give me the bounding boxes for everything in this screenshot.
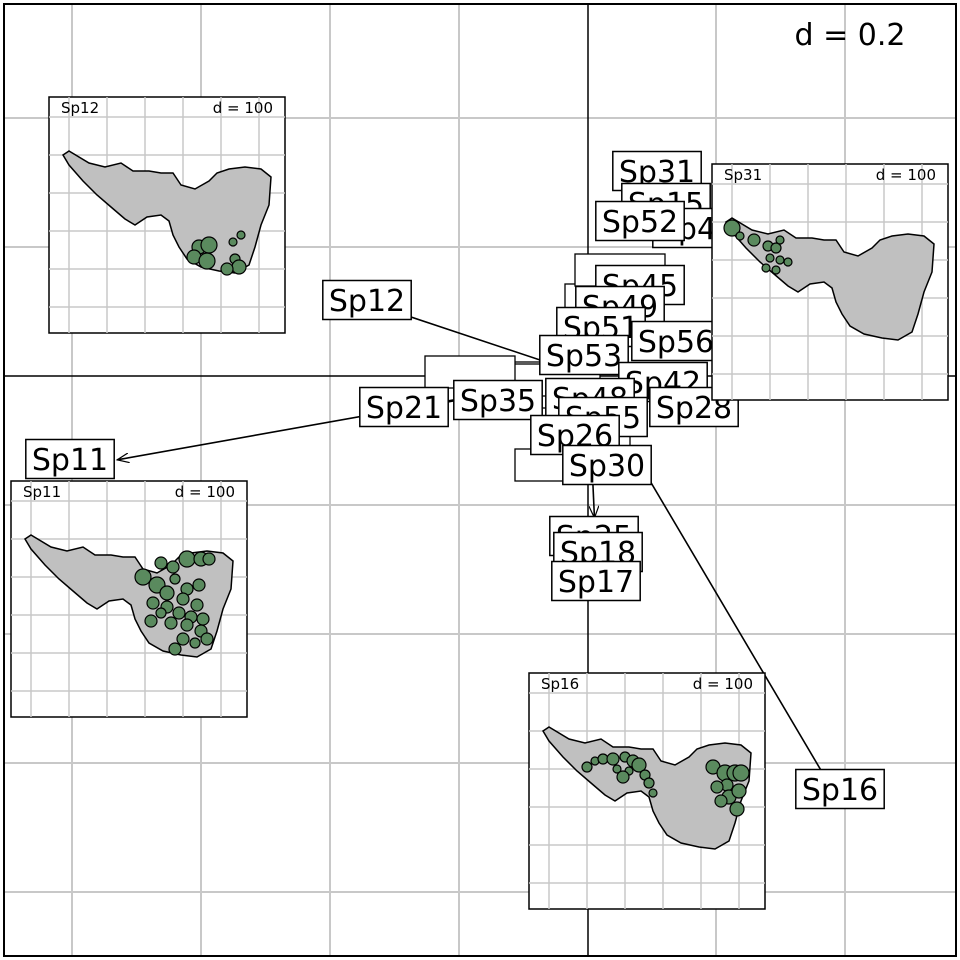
label-sp30: Sp30: [562, 444, 652, 486]
abundance-point: [192, 578, 206, 592]
abundance-point: [612, 764, 622, 774]
inset-sp12: Sp12 d = 100: [48, 96, 286, 334]
inset-label: Sp11: [23, 483, 61, 501]
inset-sp31: Sp31 d = 100: [711, 163, 949, 401]
abundance-point: [723, 219, 741, 237]
abundance-point: [146, 596, 160, 610]
abundance-point: [202, 552, 216, 566]
abundance-point: [220, 262, 234, 276]
island-shape: [61, 150, 272, 274]
label-sp16-outer: Sp16: [795, 768, 885, 810]
scale-label: d = 0.2: [795, 18, 906, 53]
abundance-point: [581, 761, 593, 773]
inset-label: Sp16: [541, 675, 579, 693]
abundance-point: [189, 637, 201, 649]
abundance-point: [747, 233, 761, 247]
inset-scale-label: d = 100: [876, 166, 936, 184]
abundance-point: [606, 752, 620, 766]
label-box: [795, 768, 885, 810]
label-text: Sp30: [569, 449, 645, 484]
label-text: Sp56: [638, 325, 714, 360]
abundance-point: [761, 263, 771, 273]
abundance-point: [631, 757, 647, 773]
abundance-point: [765, 253, 775, 263]
label-box: [595, 200, 685, 242]
abundance-point: [176, 632, 190, 646]
abundance-point: [190, 598, 204, 612]
abundance-point: [616, 770, 630, 784]
abundance-point: [144, 614, 158, 628]
abundance-point: [731, 783, 747, 799]
abundance-point: [154, 556, 168, 570]
label-sp56: Sp56: [631, 320, 721, 362]
abundance-point: [169, 573, 181, 585]
label-text: Sp16: [802, 773, 878, 808]
abundance-point: [236, 230, 246, 240]
label-box: [25, 438, 115, 480]
abundance-point: [134, 568, 152, 586]
inset-layer: Sp12 d = 100 Sp31 d = 100 Sp11 d = 100 Sp16 d =…: [10, 96, 949, 910]
inset-label: Sp12: [61, 99, 99, 117]
abundance-point: [172, 606, 186, 620]
abundance-point: [710, 780, 724, 794]
abundance-point: [200, 632, 214, 646]
abundance-point: [771, 265, 781, 275]
label-box: [539, 334, 629, 376]
abundance-point: [775, 235, 785, 245]
label-box: [359, 386, 449, 428]
label-sp21-outer: Sp21: [359, 386, 449, 428]
abundance-point: [648, 788, 658, 798]
label-layer: Sp31Sp15Sp43Sp52Sp45Sp49Sp51Sp56Sp53Sp42…: [25, 150, 885, 810]
label-text: Sp35: [460, 384, 536, 419]
label-box: [322, 279, 412, 321]
label-text: Sp11: [32, 443, 108, 478]
label-sp53: Sp53: [539, 334, 629, 376]
abundance-point: [783, 257, 793, 267]
label-text: Sp21: [366, 391, 442, 426]
abundance-point: [178, 550, 196, 568]
abundance-point: [732, 764, 750, 782]
label-text: Sp17: [558, 565, 634, 600]
inset-sp16: Sp16 d = 100: [528, 672, 766, 910]
label-sp12-outer: Sp12: [322, 279, 412, 321]
abundance-point: [770, 242, 782, 254]
abundance-point: [735, 231, 745, 241]
abundance-point: [196, 612, 210, 626]
label-text: Sp52: [602, 205, 678, 240]
abundance-point: [159, 585, 175, 601]
inset-scale-label: d = 100: [175, 483, 235, 501]
label-sp17: Sp17: [551, 560, 641, 602]
plot-frame: [3, 3, 957, 957]
label-sp35: Sp35: [453, 379, 543, 421]
label-box: [631, 320, 721, 362]
inset-label: Sp31: [724, 166, 762, 184]
label-box: [453, 379, 543, 421]
label-text: Sp53: [546, 339, 622, 374]
abundance-point: [714, 794, 728, 808]
abundance-point: [180, 618, 194, 632]
label-box: [562, 444, 652, 486]
abundance-point: [176, 592, 190, 606]
abundance-point: [155, 607, 167, 619]
label-box: [551, 560, 641, 602]
inset-sp11: Sp11 d = 100: [10, 480, 248, 718]
abundance-point: [775, 255, 785, 265]
label-text: Sp12: [329, 284, 405, 319]
abundance-point: [164, 616, 178, 630]
abundance-point: [200, 236, 218, 254]
abundance-point: [168, 642, 182, 656]
abundance-point: [729, 801, 745, 817]
inset-scale-label: d = 100: [693, 675, 753, 693]
label-sp52: Sp52: [595, 200, 685, 242]
abundance-point: [231, 259, 247, 275]
abundance-point: [228, 237, 238, 247]
abundance-point: [166, 560, 180, 574]
abundance-point: [198, 252, 216, 270]
label-sp11-outer: Sp11: [25, 438, 115, 480]
inset-scale-label: d = 100: [213, 99, 273, 117]
abundance-point: [643, 777, 655, 789]
